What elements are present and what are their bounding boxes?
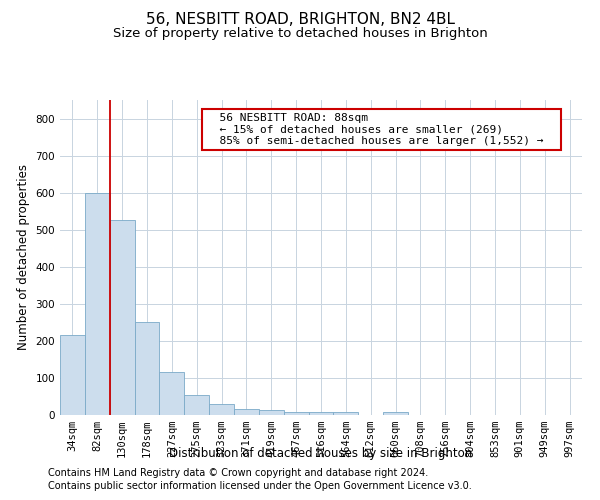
Bar: [308, 412, 334, 415]
Bar: [383, 412, 408, 415]
Bar: [259, 410, 284, 415]
Bar: [110, 220, 134, 415]
Bar: [134, 322, 160, 415]
Y-axis label: Number of detached properties: Number of detached properties: [17, 164, 30, 350]
Bar: [209, 404, 234, 415]
Bar: [284, 412, 308, 415]
Text: Distribution of detached houses by size in Brighton: Distribution of detached houses by size …: [169, 448, 473, 460]
Bar: [85, 192, 110, 415]
Bar: [234, 408, 259, 415]
Text: Contains public sector information licensed under the Open Government Licence v3: Contains public sector information licen…: [48, 481, 472, 491]
Text: 56, NESBITT ROAD, BRIGHTON, BN2 4BL: 56, NESBITT ROAD, BRIGHTON, BN2 4BL: [146, 12, 455, 28]
Bar: [160, 372, 184, 415]
Text: Size of property relative to detached houses in Brighton: Size of property relative to detached ho…: [113, 28, 487, 40]
Text: 56 NESBITT ROAD: 88sqm
  ← 15% of detached houses are smaller (269)
  85% of sem: 56 NESBITT ROAD: 88sqm ← 15% of detached…: [206, 112, 557, 146]
Bar: [60, 336, 85, 415]
Bar: [184, 396, 209, 415]
Bar: [334, 412, 358, 415]
Text: Contains HM Land Registry data © Crown copyright and database right 2024.: Contains HM Land Registry data © Crown c…: [48, 468, 428, 477]
